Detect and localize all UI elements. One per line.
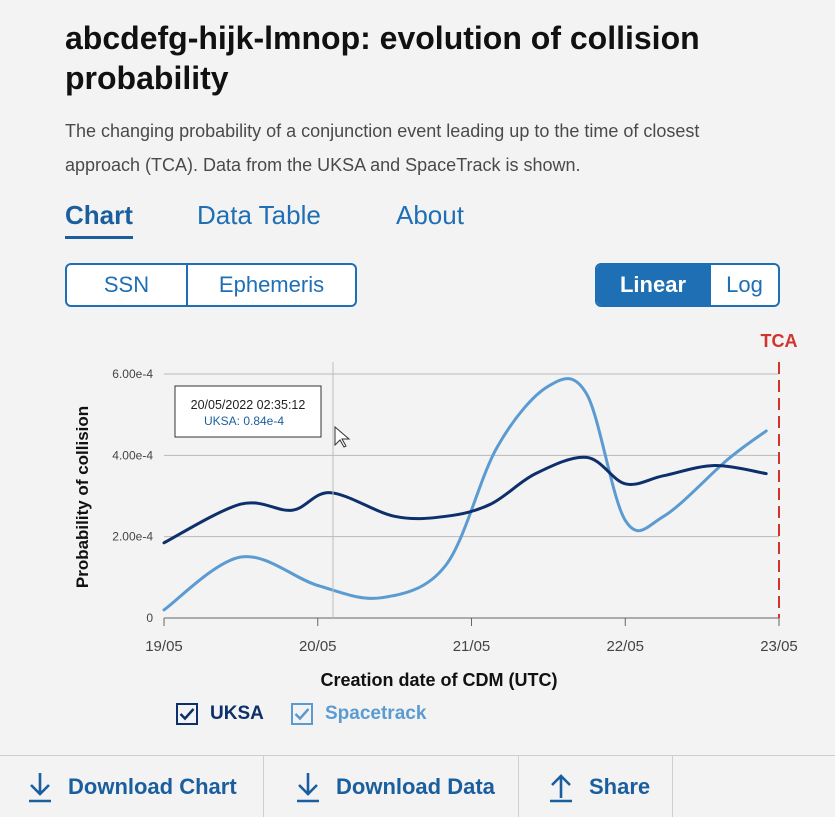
x-axis-label: Creation date of CDM (UTC) — [321, 670, 558, 690]
tab-chart[interactable]: Chart — [65, 200, 133, 239]
download-chart-button[interactable]: Download Chart — [26, 756, 237, 817]
tca-label: TCA — [761, 331, 798, 351]
x-tick-label: 22/05 — [606, 638, 644, 655]
series-line-spacetrack — [162, 377, 768, 612]
y-tick-label: 4.00e-4 — [112, 448, 153, 462]
download-icon — [297, 773, 319, 803]
checkbox-checked-icon[interactable] — [291, 703, 313, 725]
x-tick-label: 21/05 — [453, 638, 491, 655]
y-axis-label: Probability of collision — [73, 406, 92, 588]
download-chart-label: Download Chart — [68, 774, 237, 799]
legend-label-spacetrack: Spacetrack — [325, 703, 427, 724]
download-data-button[interactable]: Download Data — [294, 756, 495, 817]
tooltip-value: UKSA: 0.84e-4 — [204, 414, 284, 428]
linear-button[interactable]: Linear — [597, 265, 709, 305]
series-line-uksa — [162, 455, 768, 545]
legend-item-spacetrack[interactable]: Spacetrack — [291, 700, 426, 728]
legend-label-uksa: UKSA — [210, 703, 264, 724]
page-title: abcdefg-hijk-lmnop: evolution of collisi… — [65, 20, 700, 96]
share-label: Share — [589, 774, 651, 799]
collision-probability-chart: 0 2.00e-4 4.00e-4 6.00e-4 19/05 20/05 21/05 22/… — [73, 331, 798, 690]
x-tick-label: 20/05 — [299, 638, 337, 655]
scale-toggle: Linear Log — [595, 263, 780, 307]
tab-about[interactable]: About — [396, 200, 464, 230]
footer-divider — [263, 756, 264, 817]
y-tick-label: 6.00e-4 — [112, 367, 153, 381]
footer-actions: Download Chart Download Data Share — [0, 755, 835, 817]
footer-divider — [518, 756, 519, 817]
source-toggle: SSN Ephemeris — [65, 263, 357, 307]
ssn-button[interactable]: SSN — [103, 272, 150, 297]
x-tick-label: 19/05 — [145, 638, 183, 655]
ephemeris-button[interactable]: Ephemeris — [186, 265, 355, 305]
tooltip-date: 20/05/2022 02:35:12 — [191, 398, 306, 412]
x-tick-label: 23/05 — [760, 638, 798, 655]
log-button[interactable]: Log — [709, 265, 778, 305]
checkbox-checked-icon[interactable] — [176, 703, 198, 725]
share-icon — [550, 774, 572, 803]
download-data-label: Download Data — [336, 774, 495, 799]
page-subtitle: The changing probability of a conjunctio… — [65, 121, 700, 175]
tooltip-box — [174, 385, 322, 438]
y-tick-label: 2.00e-4 — [112, 530, 153, 544]
share-button[interactable]: Share — [547, 756, 650, 817]
legend-item-uksa[interactable]: UKSA — [176, 700, 264, 728]
tab-data-table[interactable]: Data Table — [197, 200, 321, 230]
download-icon — [29, 773, 51, 803]
footer-divider — [672, 756, 673, 817]
y-tick-label: 0 — [146, 611, 153, 625]
mouse-cursor-icon — [334, 425, 351, 448]
